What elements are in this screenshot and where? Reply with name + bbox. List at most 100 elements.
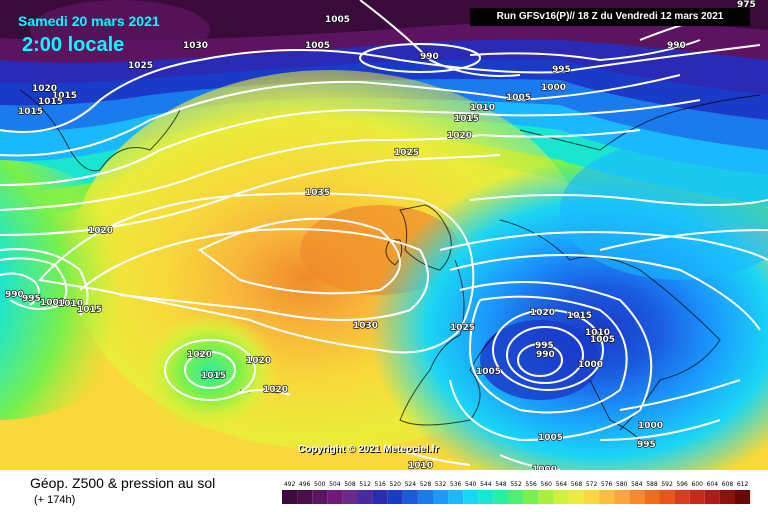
isobar-label: 1015 — [567, 311, 592, 321]
scale-label: 500 — [314, 481, 326, 488]
scale-label: 540 — [465, 481, 477, 488]
color-scale: 492 496 500 504 508 512 516 520 524 528 532 536 540 5… — [282, 481, 751, 504]
isobar-label: 990 — [536, 350, 555, 360]
isobar-label: 1010 — [408, 461, 433, 470]
scale-label: 572 — [586, 481, 598, 488]
isobar-label: 1005 — [590, 335, 615, 345]
scale-swatch — [659, 490, 675, 504]
scale-swatch — [463, 490, 479, 504]
isobar-label: 1005 — [305, 41, 330, 51]
isobar-label: 1000 — [40, 298, 65, 308]
isobar-labels: 1005100510301025102010151015101599099599… — [4, 0, 756, 470]
isobar-label: 1015 — [201, 371, 226, 381]
scale-swatch — [674, 490, 690, 504]
isobar-label: 1020 — [88, 226, 113, 236]
scale-swatch — [599, 490, 615, 504]
isobar-label: 975 — [737, 0, 756, 10]
scale-label: 492 — [284, 481, 296, 488]
scale-label: 612 — [737, 481, 749, 488]
isobar-label: 1020 — [530, 308, 555, 318]
isobar-label: 995 — [535, 341, 554, 351]
isobar-label: 995 — [637, 440, 656, 450]
isobar-label: 1020 — [263, 385, 288, 395]
scale-label: 600 — [692, 481, 704, 488]
scale-label: 508 — [344, 481, 356, 488]
isobar-label: 1005 — [476, 367, 501, 377]
scale-label: 608 — [722, 481, 734, 488]
isobar-label: 990 — [420, 52, 439, 62]
forecast-hour: 2:00 locale — [22, 34, 125, 56]
scale-swatch — [508, 490, 524, 504]
isobar-label: 1020 — [447, 131, 472, 141]
isobar-label: 1000 — [532, 465, 557, 470]
isobar-label: 1025 — [128, 61, 153, 71]
scale-swatch — [372, 490, 388, 504]
scale-swatch — [417, 490, 433, 504]
scale-label: 524 — [405, 481, 417, 488]
scale-swatch — [644, 490, 660, 504]
scale-swatch — [282, 490, 298, 504]
scale-label: 536 — [450, 481, 462, 488]
scale-swatch — [538, 490, 554, 504]
isobar-label: 995 — [552, 65, 571, 75]
isobar-label: 1010 — [585, 328, 610, 338]
scale-swatch — [553, 490, 569, 504]
scale-swatch — [584, 490, 600, 504]
isobar-label: 1020 — [187, 350, 212, 360]
scale-swatch — [704, 490, 720, 504]
scale-swatch — [735, 490, 751, 504]
isobar-label: 1015 — [454, 114, 479, 124]
scale-label: 560 — [541, 481, 553, 488]
scale-label: 496 — [299, 481, 311, 488]
isobar-label: 1010 — [58, 299, 83, 309]
isobar-label: 1005 — [325, 15, 350, 25]
legend-footer: Géop. Z500 & pression au sol (+ 174h) 49… — [0, 470, 768, 512]
scale-swatch — [568, 490, 584, 504]
scale-swatch — [493, 490, 509, 504]
scale-swatch — [387, 490, 403, 504]
map-svg: 1005100510301025102010151015101599099599… — [0, 0, 768, 470]
scale-swatch — [689, 490, 705, 504]
scale-swatch — [629, 490, 645, 504]
isobar-label: 1000 — [541, 83, 566, 93]
isobar-label: 1005 — [538, 433, 563, 443]
weather-map: 1005 1005 1030 1025 1020 1015 1015 1015 990 995 99… — [0, 0, 768, 470]
scale-label: 512 — [359, 481, 371, 488]
scale-swatch — [297, 490, 313, 504]
forecast-date: Samedi 20 mars 2021 — [18, 13, 160, 29]
scale-swatch — [357, 490, 373, 504]
scale-label: 520 — [390, 481, 402, 488]
scale-label: 580 — [616, 481, 628, 488]
scale-label: 556 — [525, 481, 537, 488]
isobar-label: 990 — [5, 290, 24, 300]
scale-swatch — [402, 490, 418, 504]
scale-swatch — [433, 490, 449, 504]
scale-label: 532 — [435, 481, 447, 488]
isobar-label: 1015 — [77, 305, 102, 315]
isobar-label: 1020 — [246, 356, 271, 366]
run-info: Run GFSv16(P)// 18 Z du Vendredi 12 mars… — [470, 8, 750, 26]
scale-label: 588 — [646, 481, 658, 488]
isobar-label: 995 — [22, 294, 41, 304]
scale-label: 544 — [480, 481, 492, 488]
isobar-label: 990 — [667, 41, 686, 51]
scale-swatch — [312, 490, 328, 504]
isobar-label: 1035 — [305, 188, 330, 198]
isobar-label: 1025 — [450, 323, 475, 333]
isobar-label: 1030 — [183, 41, 208, 51]
isobar-label: 1015 — [52, 91, 77, 101]
isobar-label: 1010 — [470, 103, 495, 113]
scale-label: 516 — [374, 481, 386, 488]
map-title: Géop. Z500 & pression au sol — [30, 475, 216, 491]
scale-label: 568 — [571, 481, 583, 488]
scale-swatch — [614, 490, 630, 504]
scale-swatch — [448, 490, 464, 504]
scale-label: 596 — [676, 481, 688, 488]
copyright: Copyright © 2021 Meteociel.fr — [298, 444, 439, 455]
scale-label: 552 — [510, 481, 522, 488]
isobar-label: 1015 — [18, 107, 43, 117]
scale-swatch — [719, 490, 735, 504]
isobar-label: 1005 — [506, 93, 531, 103]
scale-label: 604 — [707, 481, 719, 488]
isobar-label: 1030 — [353, 321, 378, 331]
